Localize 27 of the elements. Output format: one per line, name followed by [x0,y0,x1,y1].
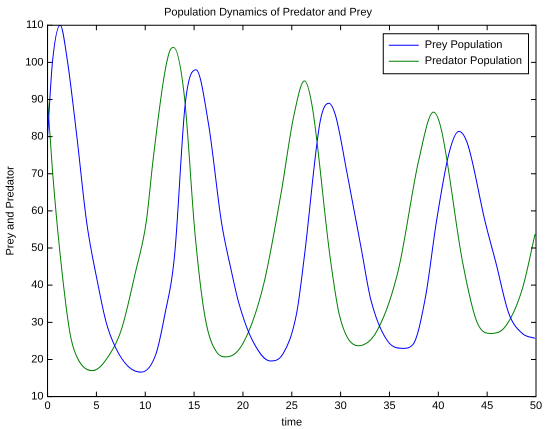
x-tick-label: 15 [188,400,200,412]
x-tick-label: 30 [334,400,347,412]
chart-title: Population Dynamics of Predator and Prey [164,6,372,19]
x-tick-label: 0 [44,400,51,412]
y-tick-label: 100 [25,56,44,68]
y-tick-label: 10 [31,390,44,403]
y-tick-label: 70 [31,168,44,180]
x-tick-label: 25 [286,400,298,412]
x-tick-label: 5 [93,400,100,412]
x-tick-label: 40 [432,400,444,412]
x-tick-label: 10 [139,400,152,412]
x-tick-label: 50 [530,400,542,412]
y-tick-label: 20 [31,353,44,366]
y-tick-label: 110 [26,19,44,32]
x-tick-label: 35 [383,400,396,412]
y-axis-title: Prey and Predator [4,166,17,256]
y-tick-label: 90 [31,94,44,106]
x-tick-label: 20 [236,400,250,412]
y-tick-label: 50 [31,242,44,254]
y-tick-label: 30 [31,316,44,328]
legend-label: Prey Population [424,39,502,52]
y-tick-label: 80 [31,130,44,143]
y-tick-label: 60 [31,204,44,217]
x-tick-label: 45 [481,400,494,412]
legend-label: Predator Population [424,55,522,68]
x-axis-title: time [281,416,302,428]
y-tick-label: 40 [31,279,44,292]
